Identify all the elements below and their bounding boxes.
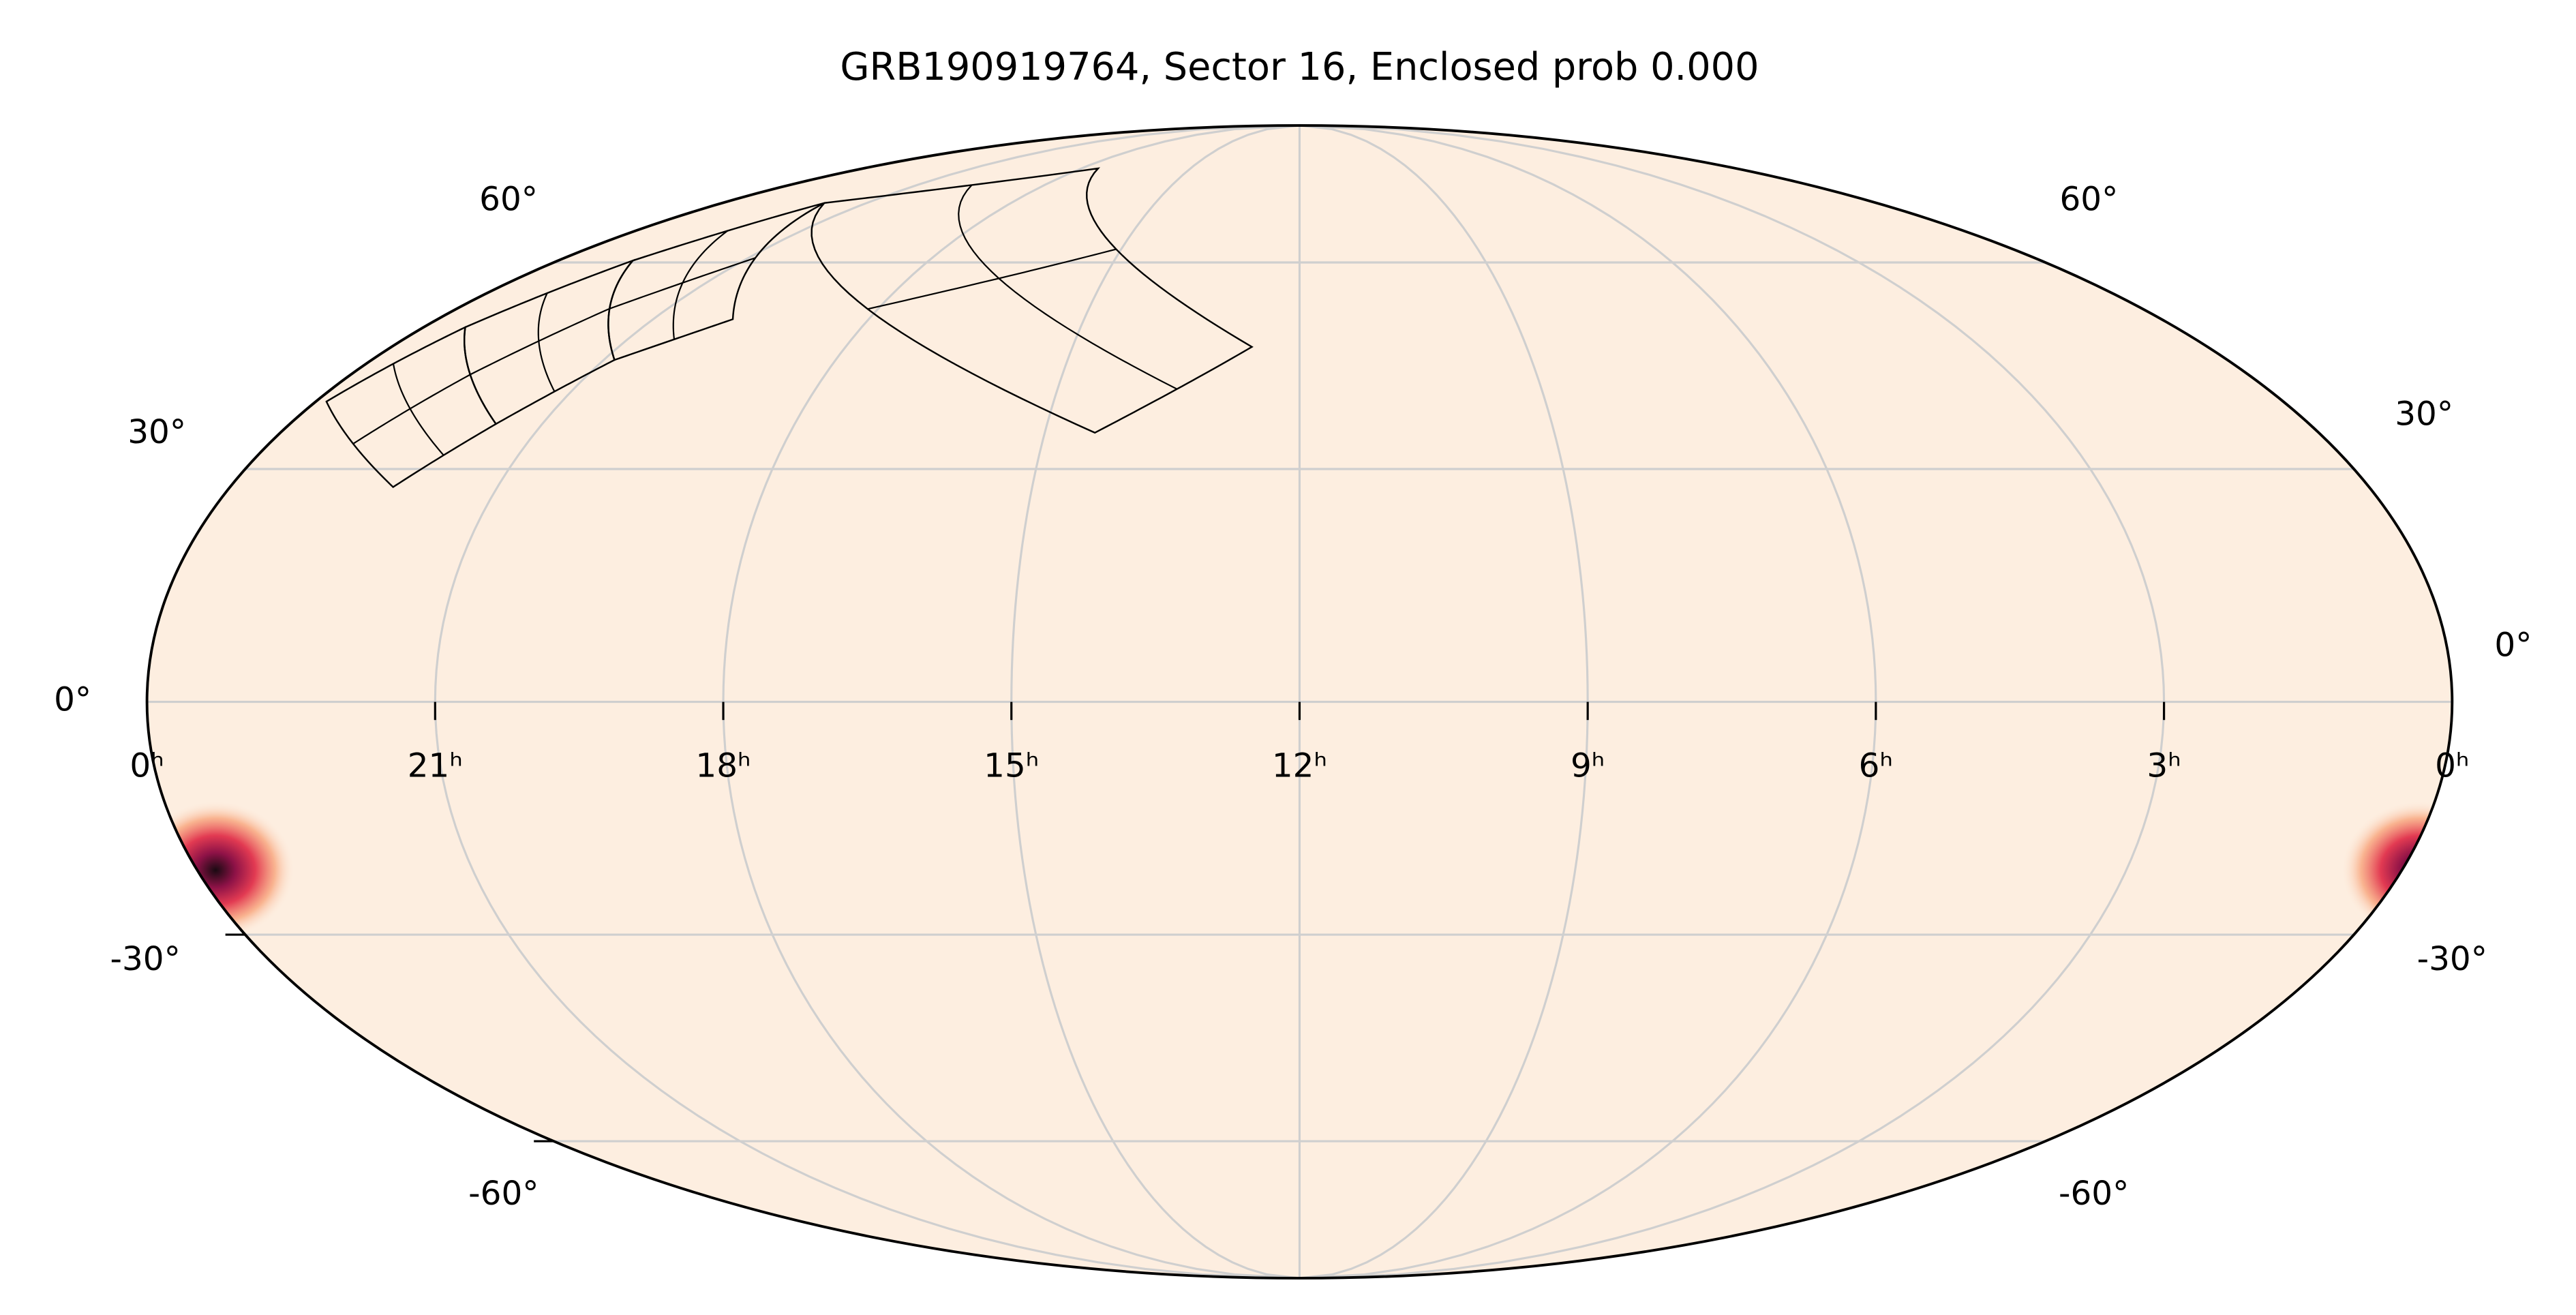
- x-tick-label: 18ʰ: [695, 746, 751, 785]
- y-tick-label: -60°: [468, 1175, 539, 1213]
- x-tick-label: 9ʰ: [1571, 746, 1605, 785]
- ccd-divider: [470, 292, 610, 392]
- y-tick-label: 30°: [2395, 395, 2453, 433]
- x-tick-label: 21ʰ: [408, 746, 463, 785]
- y-tick-label: 60°: [479, 181, 538, 219]
- footprint: [607, 202, 825, 361]
- x-tick-label: 3ʰ: [2147, 746, 2181, 785]
- y-tick-label: -30°: [2417, 940, 2487, 978]
- chart-title: GRB190919764, Sector 16, Enclosed prob 0…: [840, 45, 1759, 89]
- x-tick-label: 0ʰ: [130, 746, 164, 785]
- x-tick-label: 0ʰ: [2435, 746, 2469, 785]
- y-tick-label: 60°: [2059, 181, 2118, 219]
- y-tick-label: -60°: [2059, 1175, 2129, 1213]
- x-tick-label: 12ʰ: [1272, 746, 1327, 785]
- probability-peak: [147, 800, 295, 940]
- y-tick-label: 0°: [2494, 626, 2532, 665]
- ccd-divider: [609, 230, 756, 339]
- footprint: [810, 167, 1254, 434]
- probability-peak: [2341, 800, 2453, 940]
- y-tick-label: 0°: [54, 681, 91, 719]
- y-tick-label: 30°: [127, 413, 186, 451]
- ccd-divider: [867, 184, 1178, 390]
- x-tick-label: 6ʰ: [1859, 746, 1893, 785]
- y-tick-label: -30°: [110, 940, 181, 978]
- sky-boundary: [145, 124, 2454, 1280]
- x-tick-label: 15ʰ: [984, 746, 1039, 785]
- ccd-divider: [352, 363, 471, 456]
